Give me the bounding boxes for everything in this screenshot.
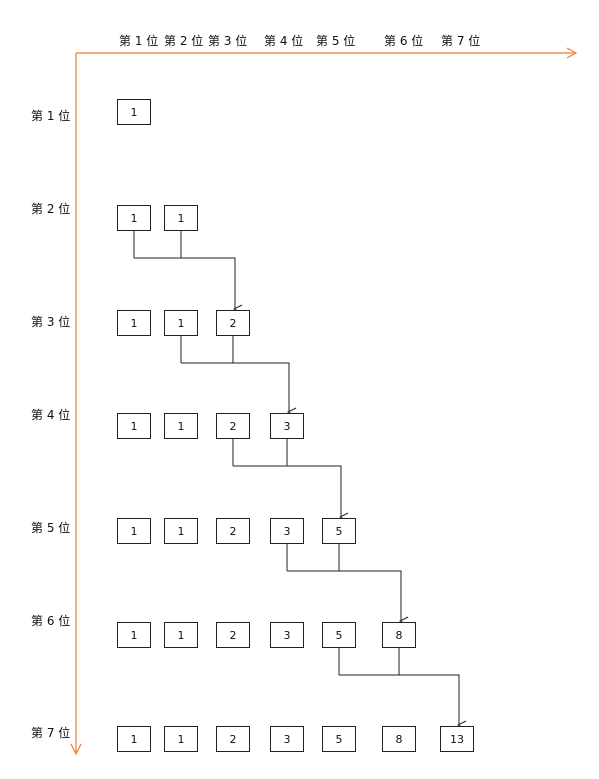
- value-box-r5-c4: 3: [270, 518, 304, 544]
- sum-connector-row-3-to-4: [180, 336, 289, 412]
- value-box-r2-c1: 1: [117, 205, 151, 231]
- column-header-7: 第 7 位: [441, 34, 481, 48]
- value-box-r6-c1: 1: [117, 622, 151, 648]
- x-axis-arrowhead: [566, 47, 578, 59]
- sum-connector-row-2-to-3: [133, 231, 235, 309]
- value-box-r7-c5: 5: [322, 726, 356, 752]
- value-box-r4-c2: 1: [164, 413, 198, 439]
- y-axis-arrowhead: [70, 743, 82, 756]
- axes: [70, 47, 578, 756]
- value-box-r5-c3: 2: [216, 518, 250, 544]
- value-box-r7-c6: 8: [382, 726, 416, 752]
- row-header-3: 第 3 位: [31, 315, 71, 329]
- column-header-2: 第 2 位: [164, 34, 204, 48]
- value-box-r7-c7: 13: [440, 726, 474, 752]
- row-header-2: 第 2 位: [31, 202, 71, 216]
- value-box-r7-c3: 2: [216, 726, 250, 752]
- row-header-1: 第 1 位: [31, 109, 71, 123]
- column-header-1: 第 1 位: [119, 34, 159, 48]
- value-box-r6-c5: 5: [322, 622, 356, 648]
- value-box-r6-c6: 8: [382, 622, 416, 648]
- value-box-r7-c4: 3: [270, 726, 304, 752]
- sum-connector-row-4-to-5: [232, 439, 341, 517]
- sum-connector-row-5-to-6: [286, 544, 401, 621]
- value-box-r3-c1: 1: [117, 310, 151, 336]
- sum-connector-row-6-to-7: [338, 648, 459, 725]
- row-header-5: 第 5 位: [31, 521, 71, 535]
- value-box-r5-c1: 1: [117, 518, 151, 544]
- value-box-r4-c4: 3: [270, 413, 304, 439]
- value-box-r4-c3: 2: [216, 413, 250, 439]
- row-header-4: 第 4 位: [31, 408, 71, 422]
- row-header-6: 第 6 位: [31, 614, 71, 628]
- value-box-r4-c1: 1: [117, 413, 151, 439]
- value-box-r7-c2: 1: [164, 726, 198, 752]
- column-header-6: 第 6 位: [384, 34, 424, 48]
- value-box-r3-c2: 1: [164, 310, 198, 336]
- value-box-r7-c1: 1: [117, 726, 151, 752]
- value-box-r3-c3: 2: [216, 310, 250, 336]
- column-header-3: 第 3 位: [208, 34, 248, 48]
- value-box-r6-c4: 3: [270, 622, 304, 648]
- column-header-4: 第 4 位: [264, 34, 304, 48]
- value-box-r6-c3: 2: [216, 622, 250, 648]
- column-header-5: 第 5 位: [316, 34, 356, 48]
- value-box-r1-c1: 1: [117, 99, 151, 125]
- value-box-r6-c2: 1: [164, 622, 198, 648]
- row-header-7: 第 7 位: [31, 726, 71, 740]
- value-box-r5-c5: 5: [322, 518, 356, 544]
- value-box-r2-c2: 1: [164, 205, 198, 231]
- value-box-r5-c2: 1: [164, 518, 198, 544]
